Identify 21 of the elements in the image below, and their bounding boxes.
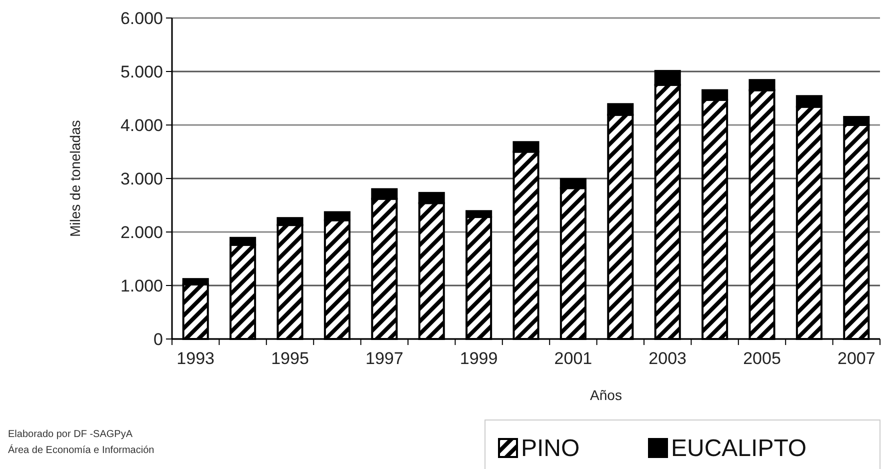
y-tick-label: 1.000 [120, 276, 163, 296]
x-tick-label: 1995 [271, 349, 309, 368]
legend-label: EUCALIPTO [671, 435, 807, 462]
x-tick-label: 2007 [837, 349, 876, 368]
x-tick-label: 1999 [460, 349, 498, 368]
text: Área de Economía e Información [8, 444, 154, 456]
x-tick-label: 1993 [176, 349, 215, 368]
x-tick-label: 2001 [554, 349, 592, 368]
y-axis-title: Miles de toneladas [67, 120, 83, 237]
x-tick-label: 2003 [648, 349, 687, 368]
y-tick-label: 3.000 [120, 169, 163, 188]
x-tick-label: 1997 [365, 349, 404, 368]
legend-label: PINO [521, 435, 580, 462]
y-tick-label: 4.000 [120, 116, 163, 135]
y-tick-label: 2.000 [120, 222, 163, 242]
y-tick-label: 5.000 [120, 62, 163, 82]
text: Elaborado por DF -SAGPyA [8, 429, 133, 440]
y-tick-label: 6.000 [120, 8, 163, 28]
x-axis-title: Años [590, 387, 622, 403]
x-tick-label: 2005 [743, 349, 781, 368]
y-tick-label: 0 [154, 330, 163, 349]
